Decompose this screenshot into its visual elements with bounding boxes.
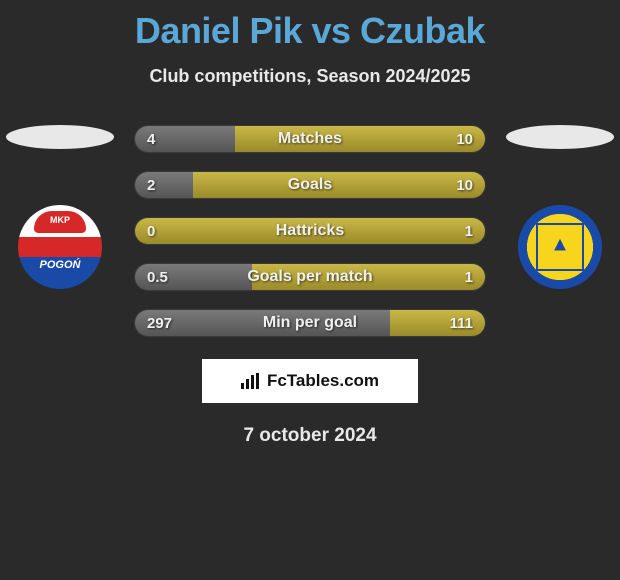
bar-chart-icon: [241, 373, 261, 389]
stat-label: Goals: [135, 172, 485, 198]
left-player-column: MKP POGOŃ: [5, 125, 115, 289]
stat-row: 01Hattricks: [134, 217, 486, 245]
brand-box: FcTables.com: [202, 359, 418, 403]
stat-label: Matches: [135, 126, 485, 152]
page-subtitle: Club competitions, Season 2024/2025: [0, 66, 620, 87]
player-silhouette-icon: [6, 125, 114, 149]
stat-label: Goals per match: [135, 264, 485, 290]
badge-left-text-top: MKP: [50, 215, 70, 225]
stat-label: Min per goal: [135, 310, 485, 336]
stat-label: Hattricks: [135, 218, 485, 244]
right-player-column: [505, 125, 615, 289]
stat-row: 410Matches: [134, 125, 486, 153]
brand-text: FcTables.com: [267, 371, 379, 391]
stat-row: 210Goals: [134, 171, 486, 199]
stat-bars-container: 410Matches 210Goals 01Hattricks 0.51Goals p…: [134, 125, 486, 337]
date-line: 7 october 2024: [0, 425, 620, 447]
club-badge-left: MKP POGOŃ: [18, 205, 102, 289]
comparison-area: MKP POGOŃ 410Matches 210Goals 01Hattricks 0…: [0, 125, 620, 337]
club-badge-right: [518, 205, 602, 289]
badge-left-text-mid: POGOŃ: [40, 259, 81, 271]
page-title: Daniel Pik vs Czubak: [0, 0, 620, 52]
player-silhouette-icon: [506, 125, 614, 149]
stat-row: 297111Min per goal: [134, 309, 486, 337]
stat-row: 0.51Goals per match: [134, 263, 486, 291]
